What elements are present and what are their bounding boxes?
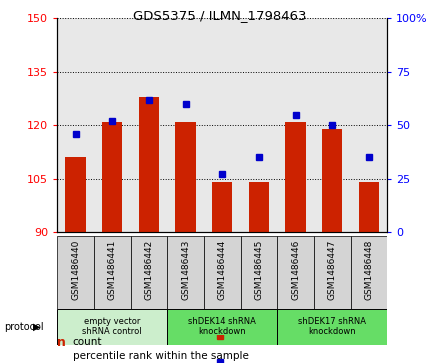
Text: GSM1486445: GSM1486445: [254, 240, 264, 300]
Text: shDEK17 shRNA
knockdown: shDEK17 shRNA knockdown: [298, 317, 366, 337]
Text: GSM1486446: GSM1486446: [291, 240, 300, 300]
Bar: [102, 122, 122, 232]
Text: ▶: ▶: [33, 322, 40, 332]
Text: GSM1486448: GSM1486448: [364, 240, 374, 300]
Bar: [57, 236, 94, 309]
Bar: [212, 182, 232, 232]
Text: count: count: [73, 337, 103, 347]
Bar: [277, 309, 387, 345]
Bar: [131, 236, 167, 309]
Text: GSM1486443: GSM1486443: [181, 240, 190, 300]
Bar: [94, 236, 131, 309]
Text: empty vector
shRNA control: empty vector shRNA control: [82, 317, 142, 337]
Bar: [314, 236, 351, 309]
Bar: [249, 182, 269, 232]
Text: GSM1486440: GSM1486440: [71, 240, 80, 300]
Text: shDEK14 shRNA
knockdown: shDEK14 shRNA knockdown: [188, 317, 256, 337]
Bar: [241, 236, 277, 309]
Bar: [167, 309, 277, 345]
Bar: [277, 236, 314, 309]
Bar: [176, 122, 196, 232]
Bar: [139, 97, 159, 232]
Text: GDS5375 / ILMN_1798463: GDS5375 / ILMN_1798463: [133, 9, 307, 22]
Bar: [359, 182, 379, 232]
Text: protocol: protocol: [4, 322, 44, 332]
Text: GSM1486447: GSM1486447: [328, 240, 337, 300]
Bar: [57, 309, 167, 345]
Bar: [351, 236, 387, 309]
Text: n: n: [57, 336, 66, 349]
Bar: [286, 122, 306, 232]
Bar: [204, 236, 241, 309]
Text: GSM1486441: GSM1486441: [108, 240, 117, 300]
Bar: [322, 129, 342, 232]
Text: percentile rank within the sample: percentile rank within the sample: [73, 351, 249, 361]
Bar: [167, 236, 204, 309]
Text: GSM1486444: GSM1486444: [218, 240, 227, 300]
Text: GSM1486442: GSM1486442: [144, 240, 154, 300]
Bar: [66, 158, 86, 232]
